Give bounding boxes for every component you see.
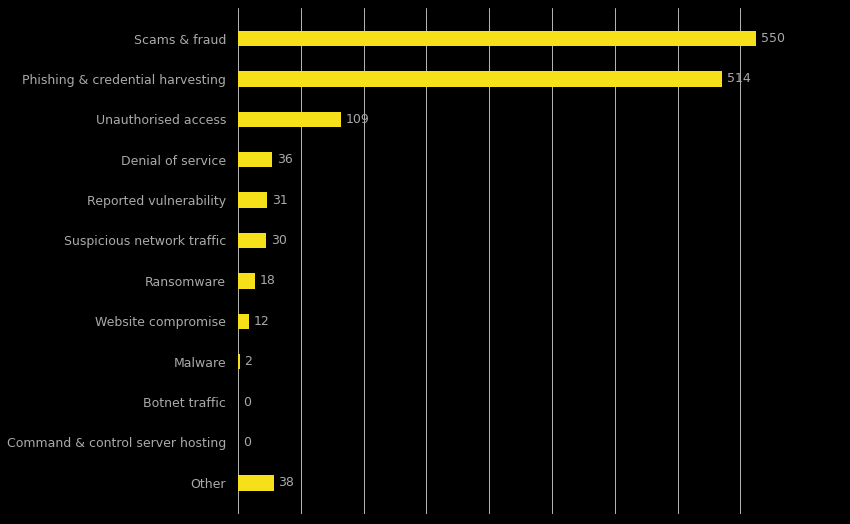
Bar xyxy=(238,71,722,86)
Text: 12: 12 xyxy=(254,315,269,328)
Text: 514: 514 xyxy=(727,72,751,85)
Bar xyxy=(238,233,266,248)
Text: 0: 0 xyxy=(243,436,251,449)
Bar xyxy=(238,475,274,490)
Text: 2: 2 xyxy=(245,355,252,368)
Bar xyxy=(238,31,756,46)
Bar xyxy=(238,354,240,369)
Text: 31: 31 xyxy=(272,193,287,206)
Text: 550: 550 xyxy=(761,32,785,45)
Text: 36: 36 xyxy=(276,153,292,166)
Bar xyxy=(238,112,341,127)
Text: 38: 38 xyxy=(279,476,294,489)
Text: 30: 30 xyxy=(271,234,286,247)
Bar xyxy=(238,313,249,329)
Bar xyxy=(238,273,255,289)
Bar xyxy=(238,192,267,208)
Text: 18: 18 xyxy=(259,275,275,287)
Bar xyxy=(238,152,272,167)
Text: 0: 0 xyxy=(243,396,251,409)
Text: 109: 109 xyxy=(345,113,369,126)
